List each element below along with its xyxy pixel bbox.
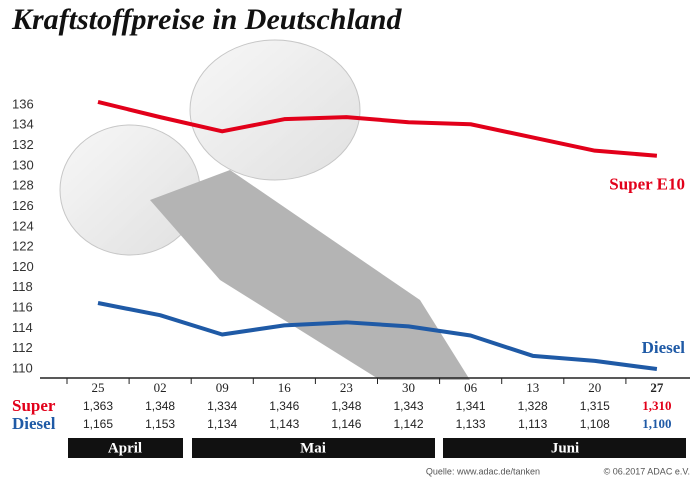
data-label: 1,346 [269,399,299,413]
x-tick-label: 02 [154,380,167,395]
data-label: 1,334 [207,399,237,413]
decoration [59,39,470,380]
y-tick-label: 114 [12,320,33,335]
x-tick-label: 06 [464,380,478,395]
y-tick-label: 130 [12,157,34,172]
x-tick-label: 13 [526,380,539,395]
month-label: Juni [551,440,579,456]
data-label: 1,315 [580,399,610,413]
y-tick-label: 124 [12,218,34,233]
data-label: 1,153 [145,417,175,431]
data-label: 1,341 [456,399,486,413]
row-label: Super [12,396,56,415]
copyright: © 06.2017 ADAC e.V. [604,466,690,476]
data-label: 1,343 [393,399,423,413]
x-tick-label: 20 [588,380,601,395]
data-label: 1,363 [83,399,113,413]
y-tick-label: 118 [12,279,33,294]
data-label: 1,348 [145,399,175,413]
y-tick-label: 120 [12,259,34,274]
chart-title: Kraftstoffpreise in Deutschland [11,3,402,36]
data-label: 1,142 [393,417,423,431]
data-label: 1,165 [83,417,113,431]
month-bar [443,438,686,458]
line [97,99,658,158]
month-label: Mai [300,440,326,456]
data-label: 1,328 [518,399,548,413]
data-label: 1,146 [331,417,361,431]
y-tick-label: 122 [12,239,34,254]
data-label: 1,108 [580,417,610,431]
row-label: Diesel [12,414,56,433]
data-label: 1,113 [518,417,547,431]
y-tick-label: 134 [12,117,34,132]
x-tick-label: 09 [216,380,229,395]
y-tick-label: 132 [12,137,34,152]
month-label: April [108,440,142,456]
x-tick-label: 16 [278,380,292,395]
legend-label: Super E10 [609,175,685,194]
x-tick-label: 30 [402,380,415,395]
x-tick-label: 25 [92,380,105,395]
line [97,301,658,372]
x-tick-label: 27 [650,380,664,395]
legend-label: Diesel [642,338,686,357]
data-label: 1,134 [207,417,237,431]
source: Quelle: www.adac.de/tanken [426,466,540,476]
data-label: 1,100 [642,416,671,431]
y-tick-label: 112 [12,340,33,355]
y-tick-label: 110 [12,360,33,375]
data-label: 1,133 [456,417,486,431]
month-bar [192,438,435,458]
data-label: 1,348 [331,399,361,413]
y-tick-label: 136 [12,96,34,111]
y-tick-label: 128 [12,178,34,193]
month-bar [68,438,183,458]
y-tick-label: 126 [12,198,34,213]
x-tick-label: 23 [340,380,353,395]
data-label: 1,143 [269,417,299,431]
data-label: 1,310 [642,398,671,413]
y-tick-label: 116 [12,300,33,315]
